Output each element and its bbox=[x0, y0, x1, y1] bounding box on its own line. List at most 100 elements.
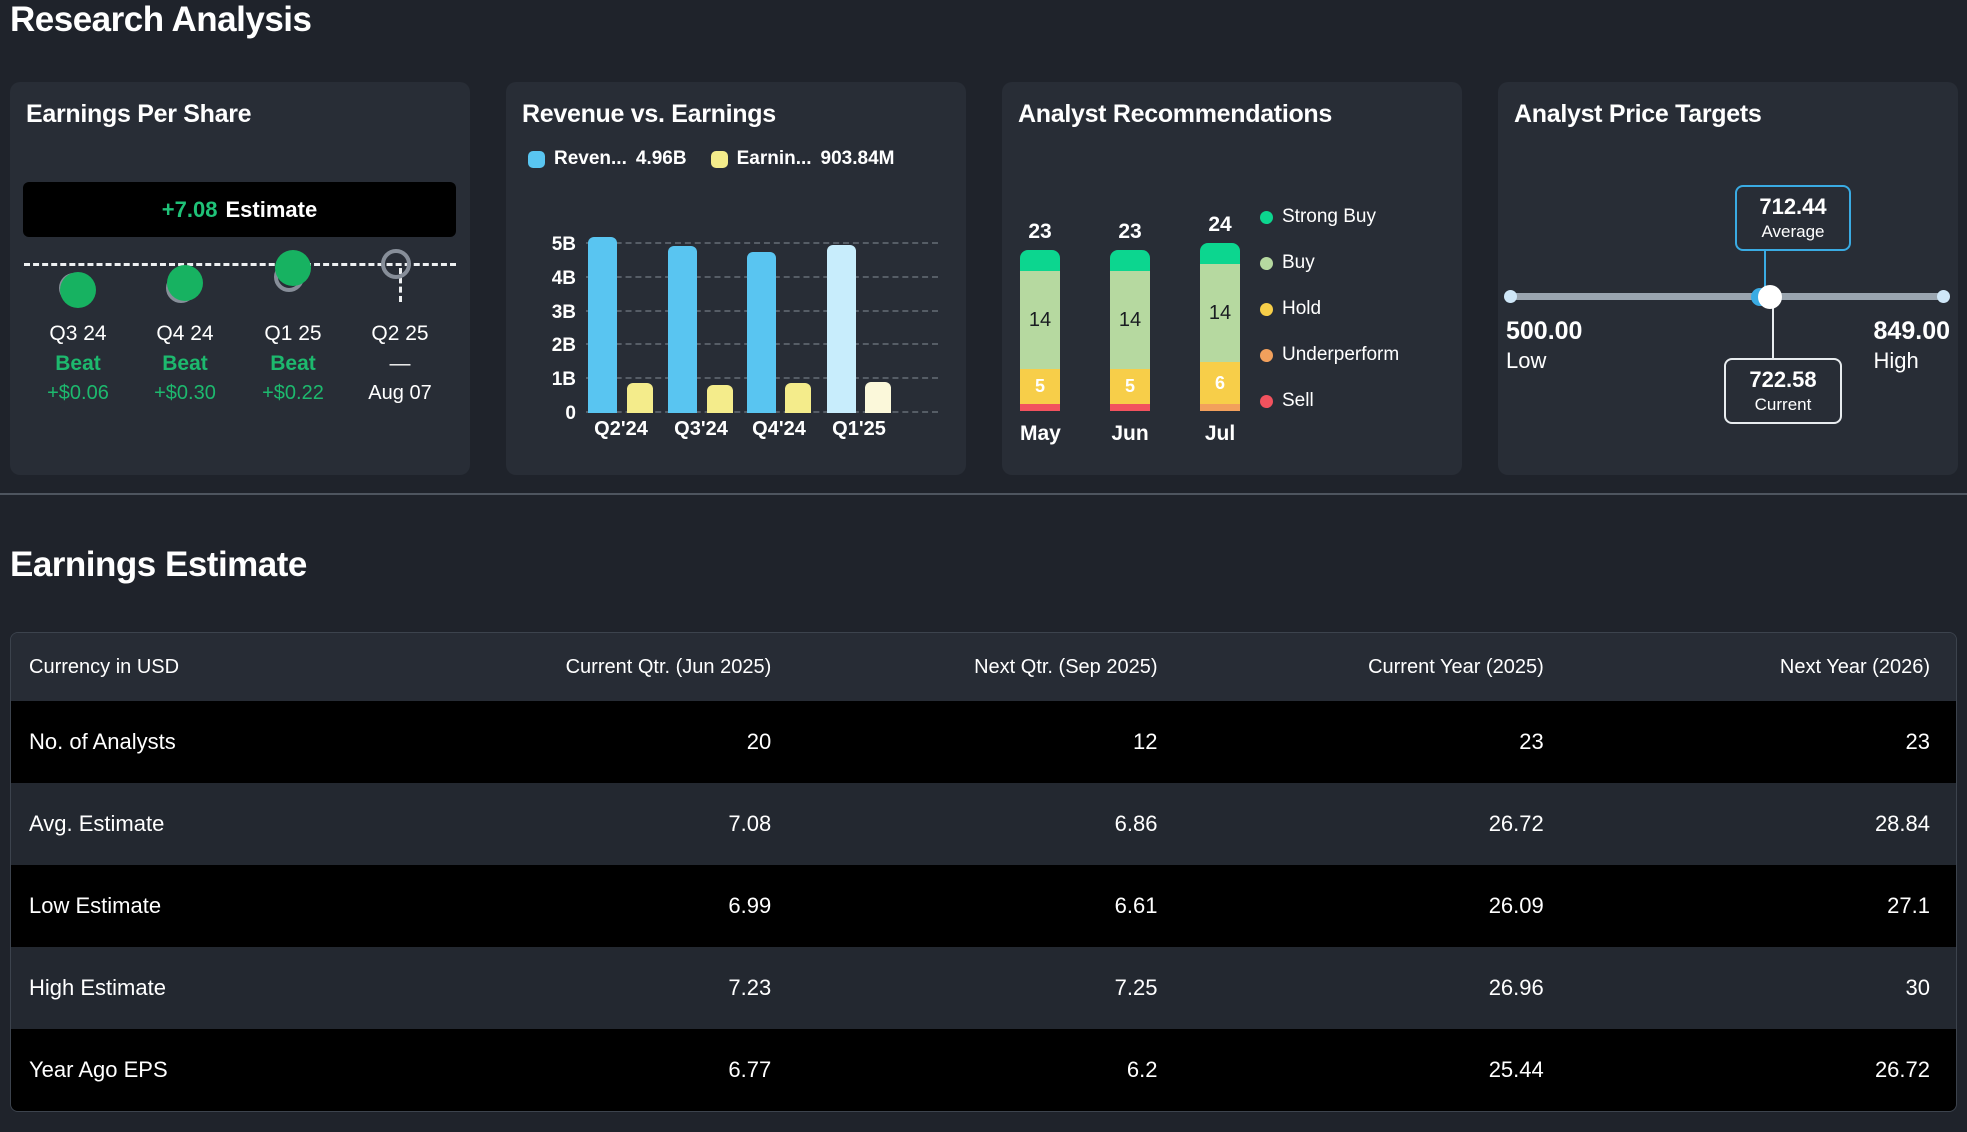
row-label: No. of Analysts bbox=[29, 729, 176, 754]
row-label: Year Ago EPS bbox=[29, 1057, 168, 1082]
bar-q2-24-earnings[interactable] bbox=[627, 383, 653, 413]
legend-earnings-label: Earnin... bbox=[736, 148, 812, 169]
eps-marker-q1-25[interactable]: Q1 25 Beat +$0.22 bbox=[239, 82, 347, 475]
cell-value: 26.96 bbox=[1488, 975, 1544, 1000]
eps-actual-dot bbox=[275, 250, 311, 286]
underperform-dot-icon bbox=[1260, 348, 1273, 362]
header-current-qtr: Current Qtr. (Jun 2025) bbox=[565, 655, 772, 678]
rec-bar-may[interactable]: 23 14 5 bbox=[1020, 220, 1060, 411]
average-connector-line bbox=[1764, 250, 1766, 296]
table-row-year-ago-eps: Year Ago EPS 6.77 6.2 25.44 26.72 bbox=[11, 1029, 1956, 1111]
eps-estimate-value: +7.08 bbox=[161, 196, 218, 222]
eps-quarter-label: Q2 25 bbox=[371, 322, 429, 345]
eps-quarter-value: +$0.22 bbox=[262, 382, 324, 404]
price-target-slider-track[interactable] bbox=[1504, 290, 1950, 303]
y-tick-5b: 5B bbox=[551, 234, 576, 255]
cell-value: 7.23 bbox=[728, 975, 772, 1000]
x-label-q3-24: Q3'24 bbox=[674, 418, 728, 440]
legend-revenue-label: Reven... bbox=[554, 148, 627, 169]
y-tick-1b: 1B bbox=[551, 369, 576, 390]
legend-strong-buy: Strong Buy bbox=[1260, 194, 1399, 240]
bar-q1-25-revenue-highlighted[interactable] bbox=[827, 245, 856, 413]
seg-hold: 5 bbox=[1020, 369, 1060, 404]
header-currency: Currency in USD bbox=[29, 655, 180, 678]
row-label: Low Estimate bbox=[29, 893, 162, 918]
cell-value: 20 bbox=[746, 729, 772, 754]
cell-value: 23 bbox=[1519, 729, 1544, 754]
earnings-estimate-table: Currency in USD Current Qtr. (Jun 2025) … bbox=[10, 632, 1957, 1112]
current-connector-line bbox=[1772, 306, 1774, 360]
track-high-end-dot bbox=[1937, 290, 1950, 303]
cell-value: 27.1 bbox=[1887, 893, 1930, 918]
bar-q1-25-earnings-highlighted[interactable] bbox=[865, 382, 891, 413]
analyst-recommendations-card: Analyst Recommendations 23 14 5 May 23 1… bbox=[1002, 82, 1462, 475]
eps-quarter-status: — bbox=[389, 352, 411, 375]
current-price-box: 722.58 Current bbox=[1724, 358, 1842, 424]
rec-bar-jun[interactable]: 23 14 5 bbox=[1110, 220, 1150, 411]
eps-quarter-value: +$0.06 bbox=[47, 382, 109, 404]
revenue-legend: Reven... 4.96B Earnin... 903.84M bbox=[528, 148, 909, 170]
high-target-value: 849.00 bbox=[1873, 317, 1950, 345]
section-divider bbox=[0, 493, 1967, 495]
seg-underperform bbox=[1200, 404, 1240, 411]
current-price-handle[interactable] bbox=[1758, 285, 1782, 309]
eps-actual-dot bbox=[60, 272, 96, 308]
rec-bar-jul[interactable]: 24 14 6 bbox=[1200, 213, 1240, 411]
analyst-price-targets-card: Analyst Price Targets 712.44 Average 500… bbox=[1498, 82, 1958, 475]
recommendations-card-title: Analyst Recommendations bbox=[1018, 100, 1333, 128]
eps-quarter-status: Beat bbox=[162, 352, 208, 375]
average-target-label: Average bbox=[1761, 222, 1825, 241]
earnings-estimate-title: Earnings Estimate bbox=[10, 545, 307, 584]
eps-estimate-label: Estimate bbox=[225, 196, 318, 222]
bar-q2-24-revenue[interactable] bbox=[588, 237, 617, 413]
seg-buy: 14 bbox=[1110, 271, 1150, 369]
current-price-value: 722.58 bbox=[1749, 367, 1817, 392]
bar-q4-24-revenue[interactable] bbox=[747, 252, 776, 413]
cell-value: 23 bbox=[1905, 729, 1930, 754]
eps-marker-q4-24[interactable]: Q4 24 Beat +$0.30 bbox=[131, 82, 239, 475]
average-target-value: 712.44 bbox=[1759, 194, 1827, 219]
table-row-no-of-analysts: No. of Analysts 20 12 23 23 bbox=[11, 701, 1956, 783]
cell-value: 12 bbox=[1133, 729, 1158, 754]
eps-actual-dot bbox=[167, 265, 203, 301]
rec-month-jul: Jul bbox=[1204, 422, 1236, 445]
cell-value: 6.77 bbox=[728, 1057, 772, 1082]
buy-dot-icon bbox=[1260, 256, 1273, 270]
table-header-row: Currency in USD Current Qtr. (Jun 2025) … bbox=[11, 633, 1956, 701]
cell-value: 6.86 bbox=[1114, 811, 1158, 836]
bar-q3-24-revenue[interactable] bbox=[668, 246, 697, 413]
bar-q4-24-earnings[interactable] bbox=[785, 383, 811, 413]
cell-value: 7.08 bbox=[728, 811, 772, 836]
y-tick-3b: 3B bbox=[551, 302, 576, 323]
low-target-label: Low bbox=[1506, 348, 1547, 373]
eps-quarter-label: Q3 24 bbox=[49, 322, 107, 345]
seg-hold: 5 bbox=[1110, 369, 1150, 404]
cell-value: 6.2 bbox=[1126, 1057, 1158, 1082]
bar-q3-24-earnings[interactable] bbox=[707, 385, 733, 413]
sell-dot-icon bbox=[1260, 394, 1273, 408]
x-label-q1-25: Q1'25 bbox=[832, 418, 886, 440]
low-target-value: 500.00 bbox=[1506, 317, 1583, 345]
eps-estimate-badge: +7.08 Estimate bbox=[23, 182, 456, 237]
earnings-per-share-card: Earnings Per Share +7.08 Estimate Q3 24 … bbox=[10, 82, 470, 475]
seg-strong-buy bbox=[1200, 243, 1240, 264]
cell-value: 6.99 bbox=[728, 893, 772, 918]
seg-buy: 14 bbox=[1200, 264, 1240, 362]
high-target: 849.00 High bbox=[1874, 316, 1950, 376]
legend-hold: Hold bbox=[1260, 286, 1399, 332]
average-target-box: 712.44 Average bbox=[1735, 185, 1851, 251]
row-label: High Estimate bbox=[29, 975, 166, 1000]
seg-strong-buy bbox=[1110, 250, 1150, 271]
rec-month-jun: Jun bbox=[1111, 422, 1149, 445]
table-row-high-estimate: High Estimate 7.23 7.25 26.96 30 bbox=[11, 947, 1956, 1029]
eps-estimate-ring bbox=[381, 249, 411, 279]
eps-marker-q3-24[interactable]: Q3 24 Beat +$0.06 bbox=[24, 82, 132, 475]
cell-value: 26.72 bbox=[1488, 811, 1544, 836]
eps-quarter-label: Q4 24 bbox=[156, 322, 214, 345]
header-current-year: Current Year (2025) bbox=[1368, 655, 1544, 678]
legend-buy: Buy bbox=[1260, 240, 1399, 286]
eps-marker-q2-25-upcoming[interactable]: Q2 25 — Aug 07 bbox=[346, 82, 454, 475]
revenue-chart bbox=[586, 232, 938, 413]
seg-sell bbox=[1110, 404, 1150, 411]
cards-row: Earnings Per Share +7.08 Estimate Q3 24 … bbox=[10, 82, 1958, 475]
